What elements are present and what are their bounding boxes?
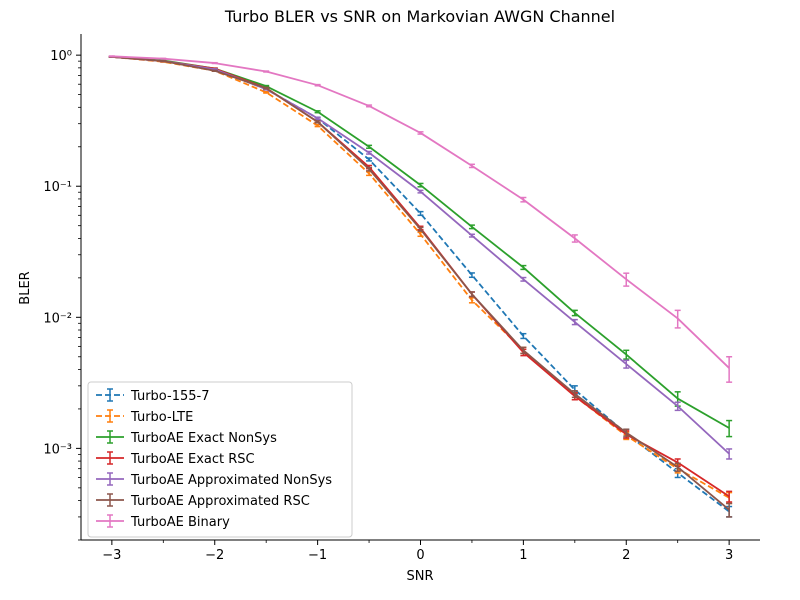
- legend-item: Turbo-155-7: [96, 388, 209, 404]
- legend-item: TurboAE Exact RSC: [96, 451, 255, 467]
- error-bar: [468, 163, 475, 169]
- error-bar: [263, 70, 270, 73]
- series-turboae-exact-nonsys: [108, 55, 733, 438]
- legend-label: Turbo-LTE: [130, 410, 193, 425]
- legend-item: TurboAE Approximated NonSys: [96, 472, 332, 488]
- error-bar: [468, 291, 475, 298]
- error-bar: [263, 86, 270, 90]
- y-tick-label: 10⁻²: [43, 311, 72, 326]
- error-bar: [263, 90, 270, 94]
- error-bar: [623, 428, 630, 437]
- legend-item: Turbo-LTE: [96, 409, 193, 425]
- x-tick-label: 2: [622, 548, 630, 563]
- error-bar: [314, 110, 321, 114]
- x-tick-label: 1: [519, 548, 527, 563]
- error-bar: [520, 196, 527, 203]
- series-layer: [108, 55, 733, 518]
- error-bar: [366, 150, 373, 155]
- error-bar: [726, 502, 733, 518]
- legend-label: TurboAE Approximated NonSys: [130, 473, 332, 488]
- error-bar: [160, 57, 167, 60]
- error-bar: [468, 224, 475, 230]
- error-bar: [571, 318, 578, 326]
- error-bar: [520, 346, 527, 355]
- legend: Turbo-155-7 Turbo-LTE TurboAE Exact NonSys…: [87, 381, 353, 538]
- y-tick-label: 10⁻³: [43, 442, 72, 457]
- series-turboae-approximated-nonsys: [108, 55, 733, 460]
- error-bar: [417, 182, 424, 188]
- error-bar: [674, 462, 681, 472]
- error-bar: [417, 189, 424, 194]
- x-tick-label: 3: [725, 548, 733, 563]
- error-bar: [520, 332, 527, 340]
- y-axis-title: BLER: [18, 271, 33, 304]
- legend-label: TurboAE Exact RSC: [130, 452, 255, 467]
- legend-label: Turbo-155-7: [130, 389, 209, 404]
- error-bar: [674, 309, 681, 329]
- error-bar: [571, 309, 578, 317]
- y-tick-label: 10⁰: [50, 49, 72, 64]
- x-tick-label: −1: [308, 548, 327, 563]
- y-tick-label: 10⁻¹: [43, 180, 72, 195]
- error-bar: [520, 264, 527, 271]
- error-bar: [366, 157, 373, 162]
- error-bar: [726, 419, 733, 438]
- error-bar: [623, 359, 630, 369]
- legend-label: TurboAE Exact NonSys: [130, 431, 277, 446]
- error-bar: [366, 144, 373, 149]
- error-bar: [468, 272, 475, 279]
- error-bar: [571, 234, 578, 243]
- error-bar: [366, 104, 373, 108]
- legend-item: TurboAE Exact NonSys: [96, 430, 277, 446]
- error-bar: [314, 120, 321, 124]
- legend-item: TurboAE Approximated RSC: [96, 493, 310, 509]
- error-bar: [726, 448, 733, 460]
- error-bar: [520, 276, 527, 282]
- x-tick-label: 0: [416, 548, 424, 563]
- error-bar: [108, 55, 115, 58]
- x-tick-label: −3: [102, 548, 121, 563]
- legend-label: TurboAE Binary: [130, 515, 230, 530]
- error-bar: [571, 390, 578, 399]
- error-bar: [623, 272, 630, 287]
- legend-box: [87, 381, 353, 538]
- error-bar: [211, 69, 218, 72]
- x-axis-title: SNR: [406, 569, 433, 584]
- error-bar: [468, 233, 475, 238]
- error-bar: [366, 166, 373, 172]
- error-bar: [417, 131, 424, 135]
- series-turboae-approximated-rsc: [108, 55, 733, 518]
- error-bar: [160, 60, 167, 63]
- error-bar: [417, 210, 424, 217]
- legend-label: TurboAE Approximated RSC: [130, 494, 310, 509]
- error-bar: [211, 61, 218, 65]
- legend-item: TurboAE Binary: [96, 514, 230, 530]
- chart-title: Turbo BLER vs SNR on Markovian AWGN Chan…: [224, 7, 615, 26]
- error-bar: [623, 349, 630, 360]
- error-bar: [674, 401, 681, 412]
- error-bar: [417, 226, 424, 232]
- axes: −3 −2 −1 0 1 2 3 10⁻³ 10⁻² 10⁻¹ 10⁰: [43, 34, 760, 563]
- error-bar: [314, 116, 321, 120]
- series-turboae-binary: [108, 55, 733, 383]
- error-bar: [726, 356, 733, 383]
- error-bar: [726, 490, 733, 503]
- x-tick-label: −2: [205, 548, 224, 563]
- error-bar: [314, 83, 321, 87]
